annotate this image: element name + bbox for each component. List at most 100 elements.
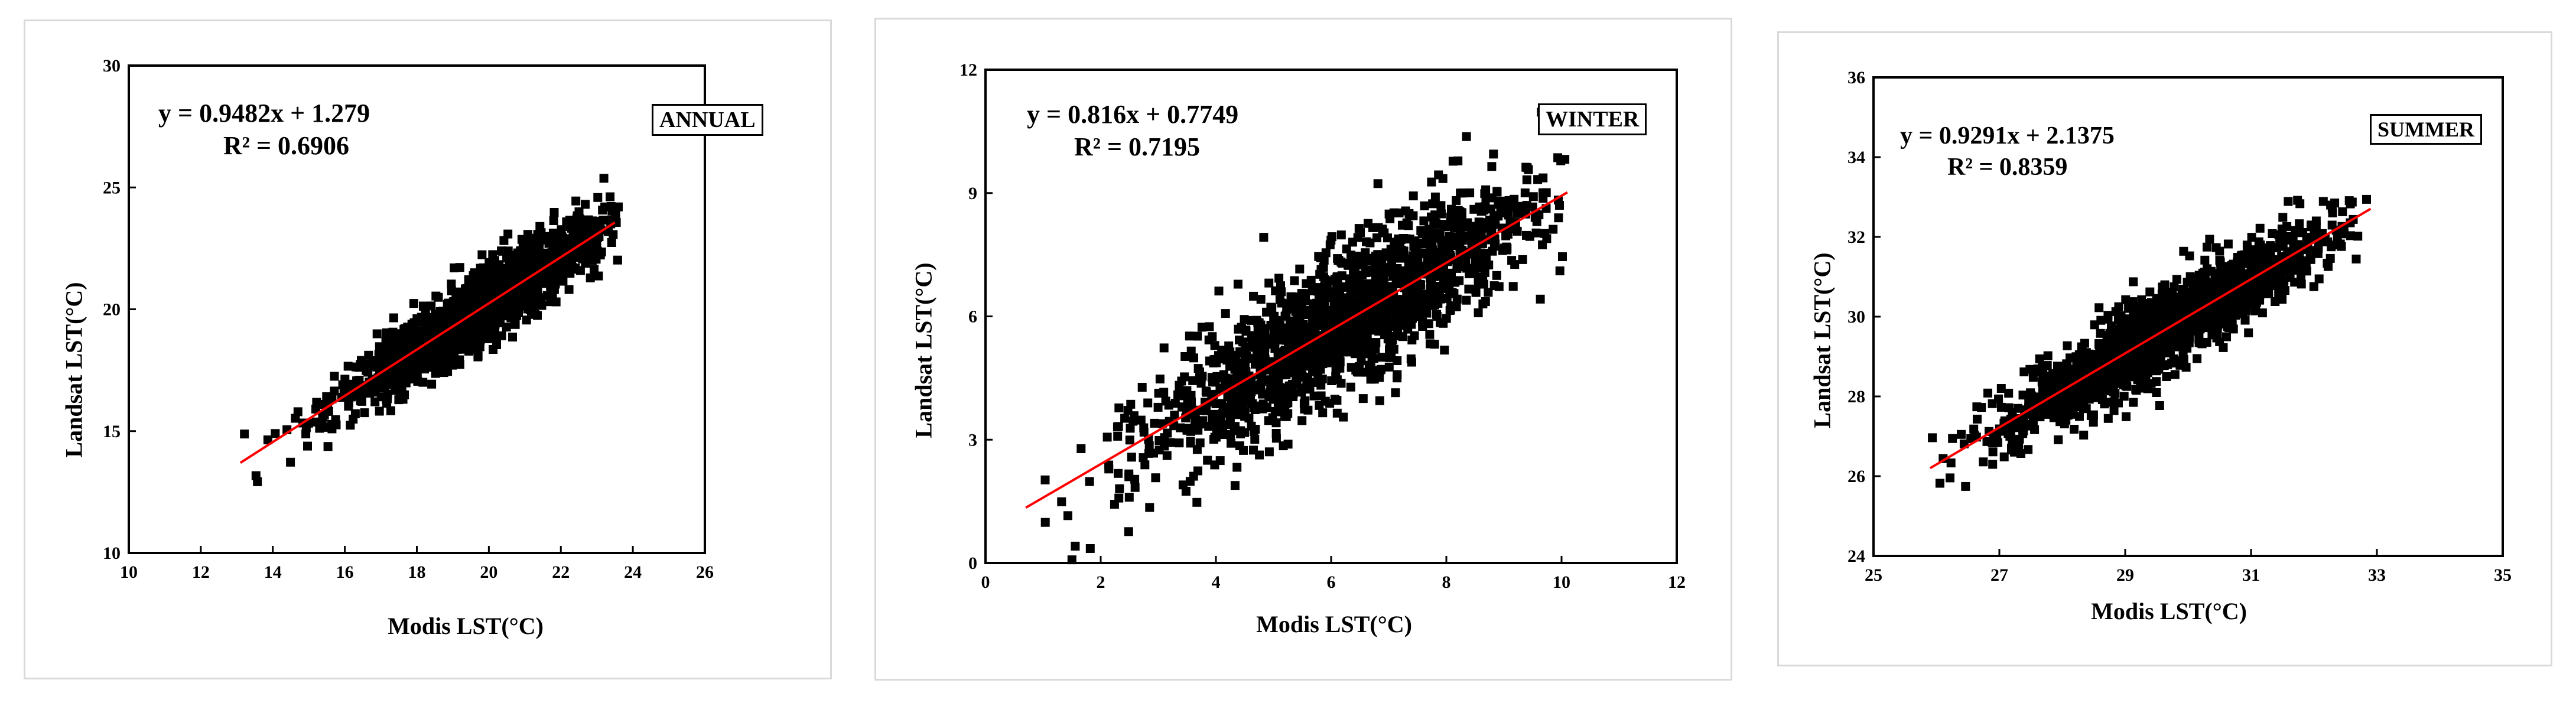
data-point	[1040, 518, 1050, 527]
data-point	[594, 271, 603, 281]
data-point	[1421, 289, 1430, 299]
data-point	[613, 255, 622, 265]
trendline-annual	[239, 221, 616, 464]
data-point	[1254, 318, 1264, 327]
data-point	[1212, 358, 1221, 367]
data-point	[454, 300, 464, 310]
data-point	[582, 248, 591, 257]
data-point	[323, 442, 333, 451]
data-point	[2223, 239, 2233, 249]
data-point	[2305, 252, 2315, 261]
data-point	[330, 386, 339, 396]
data-point	[1173, 390, 1182, 399]
data-point	[492, 274, 501, 283]
data-point	[2079, 399, 2089, 409]
data-point	[1422, 308, 1432, 318]
data-point	[1327, 232, 1336, 242]
data-point	[1437, 209, 1446, 219]
data-point	[2271, 297, 2280, 306]
data-point	[1346, 286, 1355, 295]
data-point	[2362, 194, 2371, 204]
data-point	[1455, 276, 1464, 285]
data-point	[587, 240, 596, 249]
y-tick-label: 0	[968, 554, 977, 573]
data-point	[2169, 354, 2178, 363]
data-point	[479, 317, 488, 326]
data-point	[546, 281, 555, 290]
season-label-winter: WINTER	[1538, 103, 1647, 135]
data-point	[523, 230, 532, 239]
data-point	[1404, 221, 1413, 230]
data-point	[2133, 374, 2142, 383]
data-point	[1238, 383, 1247, 392]
data-point	[526, 297, 536, 306]
data-point	[403, 365, 412, 374]
data-point	[1312, 349, 1321, 359]
data-point	[1414, 238, 1424, 248]
data-point	[361, 388, 370, 397]
data-point	[1271, 286, 1280, 295]
data-point	[1332, 396, 1342, 405]
data-point	[555, 266, 565, 275]
data-point	[1448, 288, 1457, 297]
data-point	[1291, 339, 1300, 348]
data-point	[2236, 251, 2246, 261]
data-point	[1279, 441, 1288, 451]
data-point	[1204, 422, 1214, 431]
season-label-annual: ANNUAL	[652, 104, 763, 136]
data-point	[1356, 228, 1365, 237]
data-point	[2197, 275, 2207, 284]
data-point	[2028, 373, 2038, 382]
data-point	[2152, 366, 2161, 376]
data-point	[2203, 287, 2212, 296]
data-point	[1453, 258, 1462, 267]
data-point	[517, 294, 526, 304]
data-point	[2282, 222, 2292, 231]
data-point	[1458, 188, 1468, 198]
data-point	[427, 301, 436, 311]
x-axis-label-annual: Modis LST(°C)	[388, 613, 544, 639]
data-point	[2109, 337, 2119, 347]
data-point	[1436, 201, 1446, 210]
data-point	[2084, 362, 2094, 371]
data-point	[2172, 275, 2181, 284]
data-point	[2159, 343, 2168, 352]
data-point	[419, 301, 428, 311]
data-point	[1063, 511, 1072, 520]
data-point	[2216, 314, 2225, 323]
data-point	[2142, 359, 2151, 368]
data-point	[443, 300, 452, 309]
x-tick-label: 16	[336, 562, 354, 582]
data-point	[2285, 272, 2295, 282]
data-point	[2096, 328, 2105, 338]
data-point	[441, 347, 450, 356]
data-point	[2331, 240, 2340, 250]
data-point	[1282, 329, 1292, 339]
data-point	[1325, 240, 1335, 249]
data-point	[1211, 432, 1221, 442]
data-point	[458, 292, 467, 301]
data-point	[531, 310, 540, 319]
y-tick-label: 25	[103, 178, 121, 197]
data-point	[1433, 294, 1442, 303]
data-point	[2154, 297, 2164, 306]
data-point	[1462, 295, 1471, 305]
data-point	[1425, 254, 1435, 263]
data-point	[544, 232, 553, 241]
data-point	[1364, 360, 1374, 370]
data-point	[499, 236, 509, 245]
data-point	[1319, 255, 1329, 265]
data-point	[2110, 389, 2120, 398]
data-point	[1522, 175, 1531, 184]
data-point	[1189, 353, 1198, 363]
data-point	[2295, 219, 2304, 229]
data-point	[490, 325, 500, 334]
data-point	[1136, 415, 1146, 425]
data-point	[498, 263, 508, 273]
data-point	[2107, 321, 2116, 331]
data-point	[1520, 188, 1530, 197]
data-point	[1452, 196, 1461, 205]
data-point	[1247, 315, 1256, 325]
data-point	[564, 285, 574, 294]
data-point	[1124, 493, 1134, 502]
